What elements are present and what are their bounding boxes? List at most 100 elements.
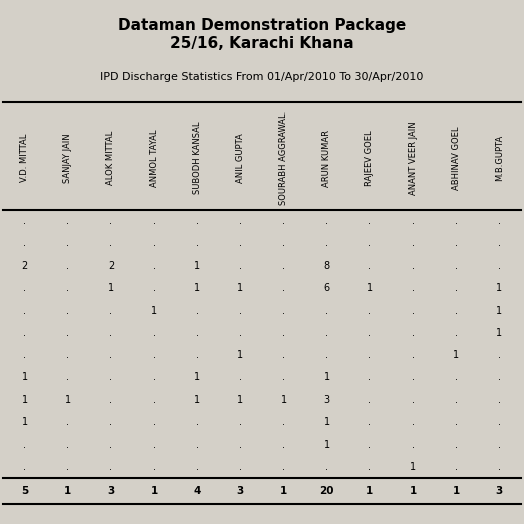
Text: .: . xyxy=(498,373,501,383)
Text: .: . xyxy=(498,350,501,360)
Text: 2: 2 xyxy=(21,261,28,271)
Text: .: . xyxy=(66,238,69,248)
Text: .: . xyxy=(411,328,414,338)
Text: 1: 1 xyxy=(64,486,71,496)
Text: .: . xyxy=(152,328,156,338)
Text: .: . xyxy=(368,216,372,226)
Text: .: . xyxy=(239,440,242,450)
Text: 1: 1 xyxy=(237,350,244,360)
Text: 1: 1 xyxy=(453,350,460,360)
Text: .: . xyxy=(66,417,69,427)
Text: .: . xyxy=(66,283,69,293)
Text: .: . xyxy=(66,261,69,271)
Text: .: . xyxy=(325,350,328,360)
Text: .: . xyxy=(498,238,501,248)
Text: .: . xyxy=(411,417,414,427)
Text: .: . xyxy=(23,440,26,450)
Text: M.B.GUPTA: M.B.GUPTA xyxy=(495,135,504,181)
Text: .: . xyxy=(239,462,242,472)
Text: .: . xyxy=(498,417,501,427)
Text: 1: 1 xyxy=(324,440,330,450)
Text: 3: 3 xyxy=(107,486,115,496)
Text: .: . xyxy=(66,350,69,360)
Text: .: . xyxy=(455,305,458,315)
Text: Dataman Demonstration Package: Dataman Demonstration Package xyxy=(118,18,406,33)
Text: .: . xyxy=(455,328,458,338)
Text: .: . xyxy=(110,305,113,315)
Text: .: . xyxy=(152,462,156,472)
Text: .: . xyxy=(455,440,458,450)
Text: .: . xyxy=(196,417,199,427)
Text: 1: 1 xyxy=(367,283,373,293)
Text: .: . xyxy=(455,216,458,226)
Text: .: . xyxy=(498,216,501,226)
Text: .: . xyxy=(152,440,156,450)
Text: .: . xyxy=(368,373,372,383)
Text: 1: 1 xyxy=(151,305,157,315)
Text: 3: 3 xyxy=(324,395,330,405)
Text: .: . xyxy=(66,305,69,315)
Text: .: . xyxy=(239,417,242,427)
Text: .: . xyxy=(196,305,199,315)
Text: 1: 1 xyxy=(366,486,374,496)
Text: 1: 1 xyxy=(21,395,28,405)
Text: 3: 3 xyxy=(496,486,503,496)
Text: .: . xyxy=(23,350,26,360)
Text: .: . xyxy=(110,440,113,450)
Text: .: . xyxy=(325,462,328,472)
Text: .: . xyxy=(282,216,285,226)
Text: 6: 6 xyxy=(324,283,330,293)
Text: .: . xyxy=(455,373,458,383)
Text: .: . xyxy=(110,462,113,472)
Text: 1: 1 xyxy=(324,417,330,427)
Text: 1: 1 xyxy=(496,283,503,293)
Text: .: . xyxy=(239,261,242,271)
Text: .: . xyxy=(411,395,414,405)
Text: .: . xyxy=(325,238,328,248)
Text: .: . xyxy=(66,328,69,338)
Text: 1: 1 xyxy=(21,417,28,427)
Text: .: . xyxy=(23,462,26,472)
Text: .: . xyxy=(239,305,242,315)
Text: 1: 1 xyxy=(64,395,71,405)
Text: .: . xyxy=(455,238,458,248)
Text: .: . xyxy=(498,440,501,450)
Text: .: . xyxy=(498,261,501,271)
Text: .: . xyxy=(411,350,414,360)
Text: .: . xyxy=(368,261,372,271)
Text: .: . xyxy=(152,350,156,360)
Text: .: . xyxy=(368,238,372,248)
Text: .: . xyxy=(282,261,285,271)
Text: 1: 1 xyxy=(280,486,287,496)
Text: 1: 1 xyxy=(496,328,503,338)
Text: .: . xyxy=(455,417,458,427)
Text: .: . xyxy=(110,238,113,248)
Text: .: . xyxy=(282,350,285,360)
Text: ANANT VEER JAIN: ANANT VEER JAIN xyxy=(409,122,418,195)
Text: .: . xyxy=(66,440,69,450)
Text: .: . xyxy=(325,216,328,226)
Text: 25/16, Karachi Khana: 25/16, Karachi Khana xyxy=(170,36,354,51)
Text: .: . xyxy=(498,462,501,472)
Text: .: . xyxy=(152,373,156,383)
Text: RAJEEV GOEL: RAJEEV GOEL xyxy=(365,130,375,186)
Text: V.D. MITTAL: V.D. MITTAL xyxy=(20,134,29,182)
Text: .: . xyxy=(196,440,199,450)
Text: .: . xyxy=(196,216,199,226)
Text: .: . xyxy=(196,238,199,248)
Text: .: . xyxy=(455,462,458,472)
Text: SUBODH KANSAL: SUBODH KANSAL xyxy=(193,122,202,194)
Text: 20: 20 xyxy=(320,486,334,496)
Text: .: . xyxy=(196,350,199,360)
Text: ALOK MITTAL: ALOK MITTAL xyxy=(106,131,115,185)
Text: .: . xyxy=(110,373,113,383)
Text: .: . xyxy=(152,238,156,248)
Text: ARUN KUMAR: ARUN KUMAR xyxy=(322,129,331,187)
Text: .: . xyxy=(455,395,458,405)
Text: .: . xyxy=(411,261,414,271)
Text: .: . xyxy=(23,238,26,248)
Text: .: . xyxy=(282,305,285,315)
Text: 1: 1 xyxy=(194,395,200,405)
Text: 1: 1 xyxy=(237,395,244,405)
Text: 5: 5 xyxy=(21,486,28,496)
